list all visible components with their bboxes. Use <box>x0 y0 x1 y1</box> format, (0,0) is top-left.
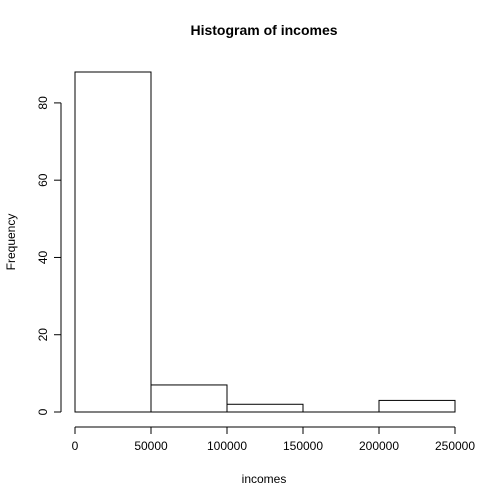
histogram-bar <box>378 399 456 413</box>
y-tick-label: 0 <box>36 408 50 415</box>
histogram-bar <box>74 71 152 413</box>
x-axis-label: incomes <box>242 472 287 486</box>
y-tick-label: 60 <box>36 173 50 187</box>
x-tick-label: 200000 <box>359 439 399 453</box>
y-axis-label: Frequency <box>4 214 18 271</box>
x-tick-label: 50000 <box>134 439 168 453</box>
x-axis: 0 50000 100000 150000 200000 250000 <box>72 426 475 453</box>
y-tick-label: 80 <box>36 96 50 110</box>
histogram-bar <box>226 403 304 413</box>
y-axis: 0 20 40 60 80 <box>36 96 62 415</box>
x-tick-label: 0 <box>72 439 79 453</box>
histogram-bars <box>74 71 456 413</box>
x-tick-label: 100000 <box>207 439 247 453</box>
y-tick-label: 20 <box>36 328 50 342</box>
histogram-bar <box>150 384 228 413</box>
x-tick-label: 150000 <box>283 439 323 453</box>
x-tick-label: 250000 <box>435 439 475 453</box>
chart-title: Histogram of incomes <box>190 22 337 38</box>
y-tick-label: 40 <box>36 250 50 264</box>
